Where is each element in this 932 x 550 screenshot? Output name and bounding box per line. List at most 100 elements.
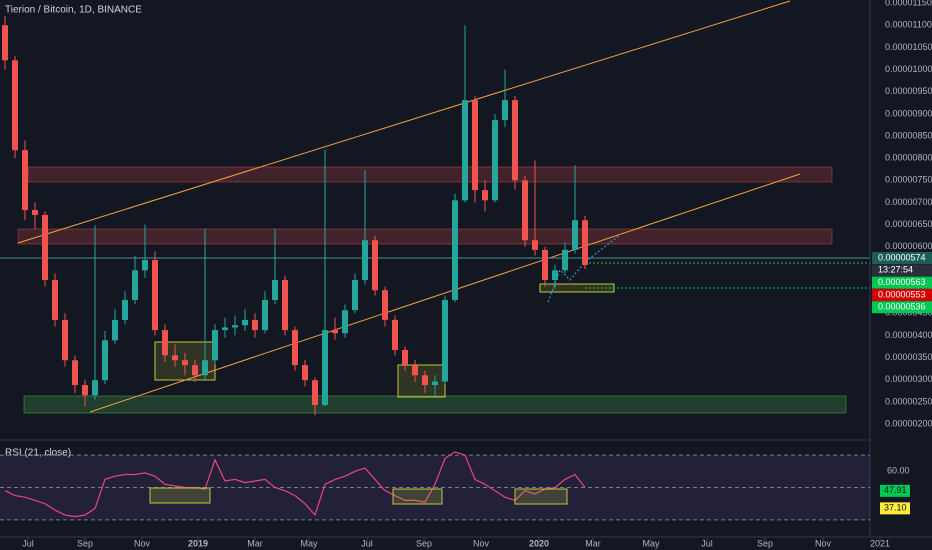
candle-body bbox=[2, 25, 8, 61]
x-tick-label: Sep bbox=[77, 538, 93, 548]
candle-body bbox=[542, 249, 548, 281]
candle-body bbox=[212, 330, 218, 361]
x-tick-label: Mar bbox=[585, 538, 601, 548]
price-tag-label: 0.00000563 bbox=[878, 277, 926, 287]
rsi-tick-label: 60.00 bbox=[887, 466, 910, 476]
y-tick-label: 0.00001050 bbox=[885, 42, 932, 52]
candle-body bbox=[342, 310, 348, 334]
y-tick-label: 0.00000650 bbox=[885, 219, 932, 229]
candle-body bbox=[232, 325, 238, 328]
candle-body bbox=[182, 360, 188, 366]
candle-body bbox=[422, 375, 428, 386]
candle-body bbox=[12, 60, 18, 151]
rsi-tag-label: 37.10 bbox=[884, 503, 907, 513]
x-tick-label: Sep bbox=[416, 538, 432, 548]
candle-body bbox=[572, 220, 578, 250]
price-tag bbox=[872, 288, 932, 301]
candle-body bbox=[392, 319, 398, 351]
box bbox=[397, 364, 446, 398]
candle-body bbox=[332, 330, 338, 334]
candle-body bbox=[222, 327, 228, 331]
projection bbox=[547, 234, 621, 303]
price-tag bbox=[872, 276, 932, 289]
y-tick-label: 0.00000750 bbox=[885, 175, 932, 185]
candles bbox=[2, 16, 588, 416]
y-tick-label: 0.00000950 bbox=[885, 86, 932, 96]
rsi-tag bbox=[880, 502, 910, 515]
price-tag bbox=[872, 264, 932, 277]
box bbox=[149, 487, 211, 504]
candle-body bbox=[252, 319, 258, 331]
candle-body bbox=[202, 360, 208, 376]
x-tick-label: 2019 bbox=[188, 538, 208, 548]
rsi-tag-label: 47.91 bbox=[884, 485, 907, 495]
candle-body bbox=[22, 150, 28, 211]
x-tick-label: 2021 bbox=[870, 538, 890, 548]
price-tag-label: 13:27:54 bbox=[878, 265, 913, 275]
candle-body bbox=[562, 249, 568, 271]
x-tick-label: Nov bbox=[815, 538, 832, 548]
candle-body bbox=[492, 120, 498, 201]
candle-body bbox=[372, 240, 378, 291]
candle-body bbox=[412, 365, 418, 376]
x-tick-label: Nov bbox=[134, 538, 151, 548]
x-tick-label: Nov bbox=[473, 538, 490, 548]
candle-body bbox=[242, 319, 248, 326]
candle-body bbox=[132, 270, 138, 300]
resistance-zone bbox=[17, 228, 833, 245]
rsi-title: RSI (21, close) bbox=[5, 448, 71, 459]
x-tick-label: Mar bbox=[247, 538, 263, 548]
candle-body bbox=[122, 299, 128, 320]
candle-body bbox=[352, 280, 358, 311]
candle-body bbox=[82, 385, 88, 396]
y-tick-label: 0.00001000 bbox=[885, 64, 932, 74]
candle-body bbox=[52, 280, 58, 320]
y-tick-label: 0.00000400 bbox=[885, 330, 932, 340]
y-tick-label: 0.00000300 bbox=[885, 374, 932, 384]
candle-body bbox=[42, 214, 48, 281]
y-tick-label: 0.00000350 bbox=[885, 352, 932, 362]
candle-body bbox=[72, 360, 78, 386]
candle-body bbox=[272, 280, 278, 300]
y-tick-label: 0.00000600 bbox=[885, 241, 932, 251]
candle-body bbox=[62, 319, 68, 361]
x-tick-label: Jul bbox=[22, 538, 34, 548]
price-tag bbox=[872, 301, 932, 314]
price-tag bbox=[872, 252, 932, 264]
price-tag-label: 0.00000553 bbox=[878, 289, 926, 299]
candle-body bbox=[112, 319, 118, 341]
candle-body bbox=[532, 240, 538, 250]
y-tick-label: 0.00000800 bbox=[885, 153, 932, 163]
candle-body bbox=[552, 270, 558, 281]
candle-body bbox=[142, 260, 148, 271]
y-tick-label: 0.00000850 bbox=[885, 130, 932, 140]
candle-body bbox=[172, 355, 178, 361]
x-tick-label: May bbox=[642, 538, 660, 548]
price-tag-label: 0.00000536 bbox=[878, 302, 926, 312]
candle-body bbox=[192, 365, 198, 376]
candle-body bbox=[92, 380, 98, 396]
chart-title: Tierion / Bitcoin, 1D, BINANCE bbox=[5, 5, 142, 16]
candle-body bbox=[302, 365, 308, 381]
rsi-tag bbox=[880, 484, 910, 497]
candle-body bbox=[482, 190, 488, 201]
x-tick-label: May bbox=[300, 538, 318, 548]
candle-body bbox=[432, 381, 438, 386]
box bbox=[514, 488, 568, 505]
resistance-zone bbox=[27, 166, 833, 183]
y-tick-label: 0.00000700 bbox=[885, 197, 932, 207]
x-tick-label: Jul bbox=[361, 538, 373, 548]
support-zone bbox=[23, 395, 847, 414]
candle-body bbox=[282, 280, 288, 331]
candle-body bbox=[512, 100, 518, 181]
candle-body bbox=[162, 330, 168, 356]
rsi-line bbox=[4, 451, 586, 518]
y-tick-label: 0.00000250 bbox=[885, 396, 932, 406]
candle-body bbox=[472, 100, 478, 191]
candle-body bbox=[382, 290, 388, 320]
drawings bbox=[0, 0, 870, 414]
x-tick-label: 2020 bbox=[529, 538, 549, 548]
candle-body bbox=[442, 299, 448, 382]
rsi bbox=[0, 451, 870, 521]
